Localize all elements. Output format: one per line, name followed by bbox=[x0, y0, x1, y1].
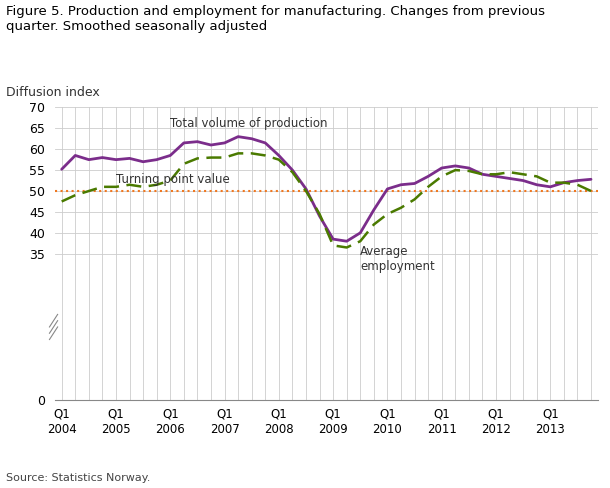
Text: Total volume of production: Total volume of production bbox=[170, 118, 328, 130]
Text: Source: Statistics Norway.: Source: Statistics Norway. bbox=[6, 473, 151, 483]
Text: Diffusion index: Diffusion index bbox=[6, 85, 100, 99]
Text: Turning point value: Turning point value bbox=[116, 173, 230, 185]
Text: Average
employment: Average employment bbox=[361, 244, 435, 273]
Text: Figure 5. Production and employment for manufacturing. Changes from previous
qua: Figure 5. Production and employment for … bbox=[6, 5, 545, 33]
